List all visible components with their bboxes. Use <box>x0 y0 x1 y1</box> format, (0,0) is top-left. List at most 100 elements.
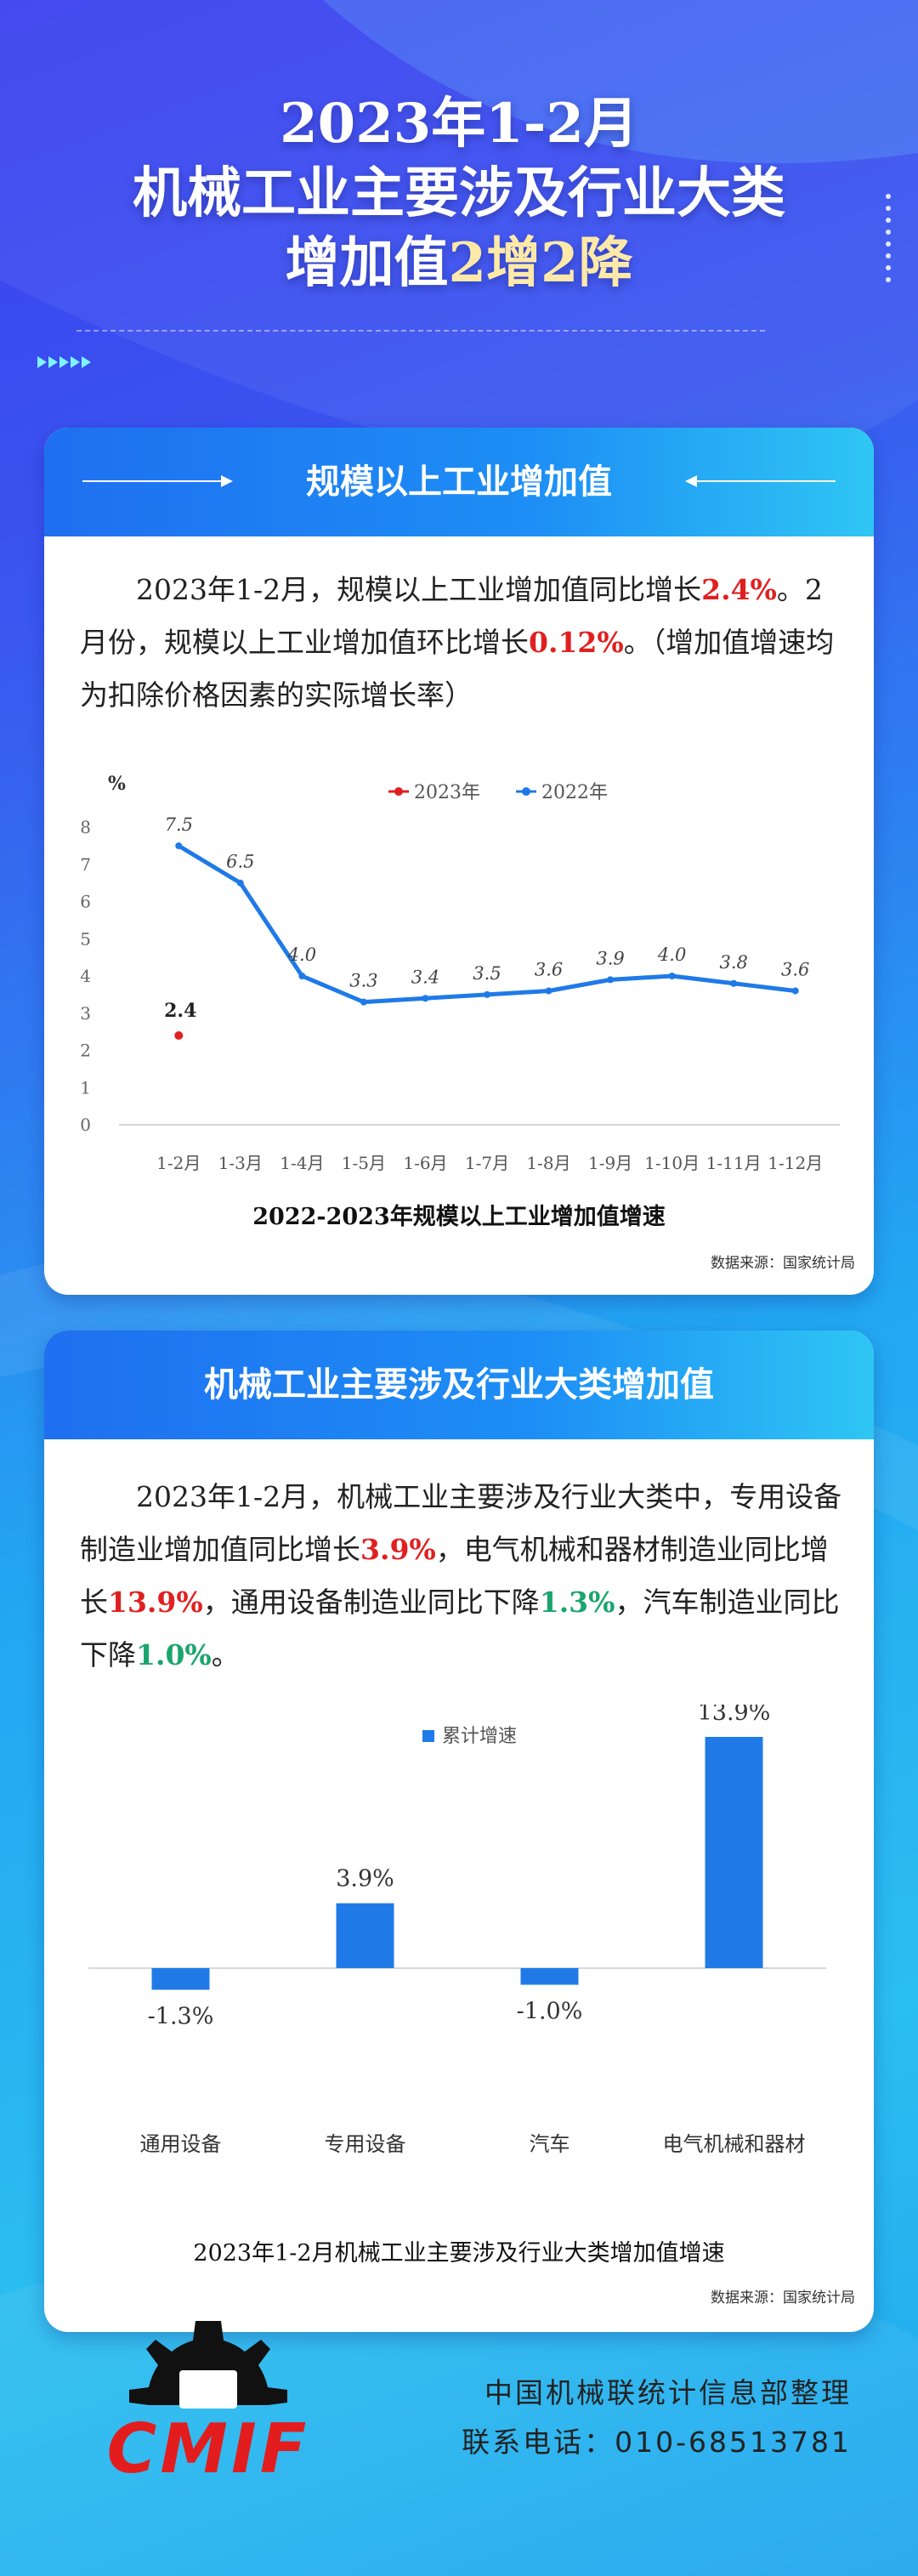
arrows-icon <box>37 355 93 372</box>
paragraph-text: 2023年1-2月，机械工业主要涉及行业大类中，专用设备制造业增加值同比增长 <box>80 1480 842 1566</box>
highlight-value: 3.9% <box>360 1533 436 1566</box>
x-tick-label: 1-12月 <box>768 1153 823 1173</box>
bar <box>151 1968 210 1990</box>
x-tick-label: 1-8月 <box>526 1153 570 1173</box>
x-tick-label: 1-11月 <box>706 1153 762 1173</box>
data-label: 3.6 <box>535 960 563 980</box>
data-label: 3.6 <box>781 960 809 980</box>
highlight-value: 2.4% <box>701 573 777 606</box>
bar-value-label: 13.9% <box>698 1705 771 1726</box>
data-label: 3.8 <box>719 952 747 973</box>
x-tick-label: 1-3月 <box>218 1153 263 1173</box>
title-line-2: 机械工业主要涉及行业大类 <box>133 162 785 225</box>
data-label: 4.0 <box>287 945 316 965</box>
x-tick-label: 1-4月 <box>280 1153 324 1173</box>
bar <box>705 1737 763 1968</box>
legend-label: 2023年 <box>414 782 480 803</box>
title-line-3-prefix: 增加值 <box>285 231 449 295</box>
y-tick-label: 3 <box>80 1003 91 1024</box>
x-tick-label: 汽车 <box>530 2132 570 2156</box>
footer-org: 中国机械联统计信息部整理 <box>484 2376 852 2409</box>
data-label: 3.5 <box>473 963 501 984</box>
data-point <box>607 976 615 984</box>
y-tick-label: 4 <box>80 966 91 986</box>
x-tick-label: 1-10月 <box>644 1153 700 1173</box>
side-dots-icon <box>884 187 892 289</box>
data-point <box>175 842 183 849</box>
card-header: 规模以上工业增加值 <box>44 428 874 536</box>
bar-value-label: -1.3% <box>148 2003 214 2029</box>
y-tick-label: 5 <box>80 928 91 949</box>
paragraph-text: 。2月份，规模以上工业增加值环比增长 <box>80 573 823 659</box>
card-header: 机械工业主要涉及行业大类增加值 <box>44 1331 874 1439</box>
highlight-value: 0.12% <box>529 626 624 659</box>
data-label: 6.5 <box>226 852 254 872</box>
x-tick-label: 电气机械和器材 <box>663 2132 806 2156</box>
data-label: 4.0 <box>657 945 686 965</box>
x-tick-label: 1-9月 <box>588 1153 632 1173</box>
data-point <box>545 987 552 995</box>
bar <box>520 1968 579 1985</box>
legend-label: 累计增速 <box>442 1726 517 1747</box>
bar-value-label: 3.9% <box>336 1866 394 1892</box>
bar-value-label: -1.0% <box>517 1999 583 2025</box>
x-tick-label: 1-5月 <box>342 1153 386 1173</box>
paragraph-text: ，电气机械和器材制造业同比增长 <box>80 1533 829 1619</box>
data-point <box>360 998 367 1006</box>
x-tick-label: 1-7月 <box>465 1153 509 1173</box>
paragraph-text: ，通用设备制造业同比下降 <box>202 1586 540 1619</box>
data-point <box>730 979 738 987</box>
y-tick-label: 2 <box>80 1041 91 1061</box>
y-tick-label: 1 <box>80 1077 91 1098</box>
y-tick-label: 8 <box>80 817 91 837</box>
data-label: 2.4 <box>164 1000 196 1022</box>
data-point <box>174 1031 184 1040</box>
legend-marker <box>522 787 530 796</box>
data-point <box>484 990 490 998</box>
title-highlight: 2增2降 <box>448 231 633 295</box>
arrow-left-icon <box>685 475 836 487</box>
data-label: 3.4 <box>411 967 439 987</box>
paragraph-text: 。 <box>211 1638 240 1671</box>
line-chart: % 0 1 2 3 4 5 6 7 8 1-2月 1-3月 1-4月 1-5月 1-6月 1-7月 1-8月 1-… <box>80 773 840 1173</box>
highlight-value: 1.0% <box>136 1638 212 1671</box>
data-point <box>791 987 799 995</box>
section-heading: 规模以上工业增加值 <box>306 462 612 502</box>
logo-text: CMIF <box>107 2409 310 2488</box>
section-paragraph: 2023年1-2月，规模以上工业增加值同比增长2.4%。2月份，规模以上工业增加… <box>80 564 845 722</box>
y-tick-label: 0 <box>80 1115 91 1135</box>
data-point <box>298 973 306 979</box>
section-heading: 机械工业主要涉及行业大类增加值 <box>204 1365 714 1404</box>
legend-swatch <box>422 1730 434 1742</box>
legend-label: 2022年 <box>541 782 608 803</box>
x-tick-label: 1-2月 <box>156 1153 201 1173</box>
x-tick-label: 通用设备 <box>140 2132 222 2156</box>
chart-caption: 2023年1-2月机械工业主要涉及行业大类增加值增速 <box>193 2240 725 2267</box>
title-line-3: 增加值2增2降 <box>51 229 867 298</box>
data-point <box>668 973 676 979</box>
cmif-logo: CMIF <box>107 2321 310 2488</box>
legend-marker <box>394 787 403 796</box>
bar-chart: 累计增速 -1.3% 通用设备 3.9% 专用设备 -1.0% 汽车 13.9% 电气机械和器材 <box>88 1705 826 2156</box>
footer-contact: 联系电话：010-68513781 <box>462 2426 852 2459</box>
data-label: 3.9 <box>596 948 624 968</box>
card-machinery-sectors: 机械工业主要涉及行业大类增加值 2023年1-2月，机械工业主要涉及行业大类中，… <box>44 1331 874 2332</box>
title-divider <box>76 330 765 332</box>
chart-caption: 2022-2023年规模以上工业增加值增速 <box>252 1204 666 1230</box>
paragraph-text: ，汽车制造业同比下降 <box>80 1586 840 1671</box>
section-paragraph: 2023年1-2月，机械工业主要涉及行业大类中，专用设备制造业增加值同比增长3.… <box>80 1471 845 1682</box>
page-title: 2023年1-2月 机械工业主要涉及行业大类 增加值2增2降 <box>51 89 867 298</box>
x-tick-label: 1-6月 <box>403 1153 447 1173</box>
data-point <box>236 879 244 887</box>
data-label: 3.3 <box>349 971 377 991</box>
data-source: 数据来源：国家统计局 <box>711 2289 855 2306</box>
highlight-value: 1.3% <box>539 1586 615 1619</box>
highlight-value: 13.9% <box>108 1586 203 1619</box>
card-industrial-value-added: 规模以上工业增加值 2023年1-2月，规模以上工业增加值同比增长2.4%。2月… <box>44 428 874 1295</box>
y-tick-label: 7 <box>80 854 91 875</box>
bar <box>336 1903 394 1968</box>
paragraph-text: 。（增加值增速均为扣除价格因素的实际增长率） <box>80 626 835 712</box>
y-tick-label: 6 <box>80 892 91 912</box>
title-line-1: 2023年1-2月 <box>280 92 638 156</box>
paragraph-text: 2023年1-2月，规模以上工业增加值同比增长 <box>136 573 702 606</box>
